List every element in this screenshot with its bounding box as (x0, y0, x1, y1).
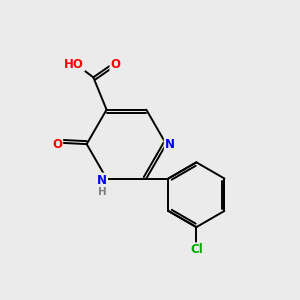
Text: N: N (165, 138, 175, 151)
Text: N: N (97, 173, 107, 187)
Text: O: O (110, 58, 120, 70)
Text: HO: HO (64, 58, 84, 70)
Text: Cl: Cl (190, 243, 203, 256)
Text: O: O (52, 138, 62, 151)
Text: H: H (98, 187, 106, 197)
